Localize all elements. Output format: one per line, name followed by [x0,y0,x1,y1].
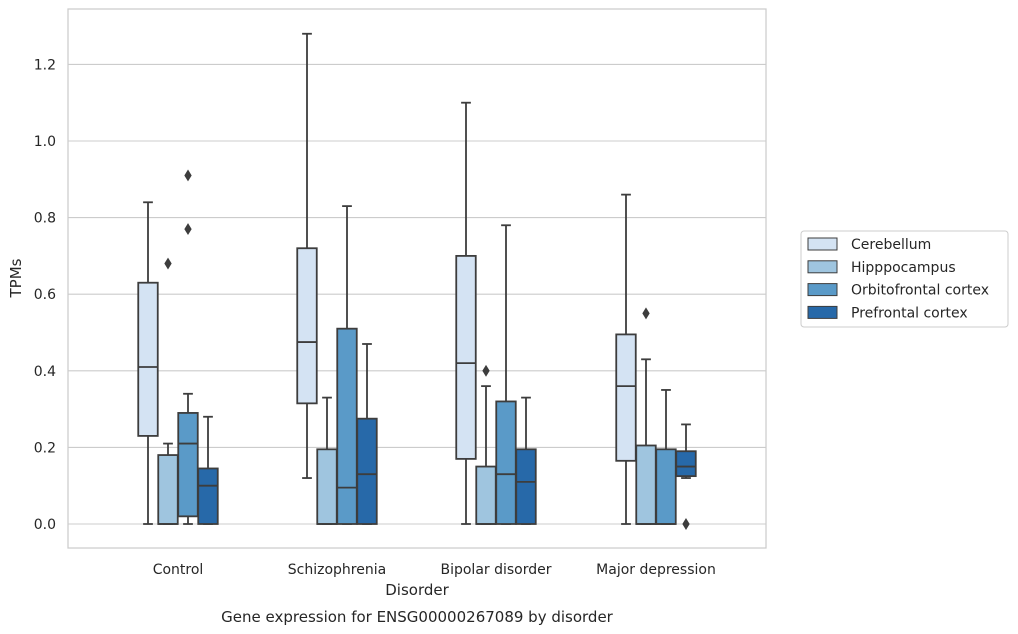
box-iqr [635,444,657,525]
box-iqr [495,400,517,525]
box-iqr [137,281,159,437]
legend-frame [800,230,1009,328]
legend-swatch [807,237,838,251]
outlier-point [184,223,192,236]
box-iqr [515,448,537,525]
box-prefrontal-cortex [675,423,697,530]
box-prefrontal-cortex [356,343,378,525]
plot-frame [67,8,767,549]
box-cerebellum [615,193,637,525]
box-iqr [675,450,697,478]
y-tick-label: 1.2 [34,57,56,73]
box-prefrontal-cortex [197,415,219,525]
box-hipppocampus [475,364,497,525]
legend-label: Cerebellum [851,237,931,253]
box-hipppocampus [157,257,179,525]
x-tick-label: Control [153,562,204,578]
y-tick-labels: 0.0 0.2 0.4 0.6 0.8 1.0 1.2 [34,57,56,533]
legend-label: Hipppocampus [851,260,956,276]
y-tick-label: 1.0 [34,134,56,150]
y-tick-label: 0.6 [34,287,56,303]
legend-swatch [807,260,838,274]
box-iqr [296,247,318,405]
legend-swatch [807,305,838,319]
box-orbitofrontal-cortex [655,389,677,525]
outlier-point [482,364,490,377]
legend: Cerebellum Hipppocampus Orbitofrontal cort… [800,230,1009,328]
x-axis-label: Disorder [385,581,449,599]
box-orbitofrontal-cortex [495,224,517,525]
box-hipppocampus [316,396,338,525]
box-iqr [356,417,378,525]
box-cerebellum [296,32,318,479]
legend-label: Orbitofrontal cortex [851,283,989,299]
y-tick-label: 0.2 [34,440,56,456]
y-tick-label: 0.0 [34,517,56,533]
box-iqr [336,327,358,525]
legend-label: Prefrontal cortex [851,305,968,321]
box-prefrontal-cortex [515,396,537,525]
boxes-layer [137,32,697,530]
box-hipppocampus [635,307,657,525]
box-orbitofrontal-cortex [336,205,358,525]
outlier-point [184,169,192,182]
y-axis-label: TPMs [7,258,25,298]
outlier-point [642,307,650,320]
x-tick-label: Schizophrenia [288,562,386,578]
box-iqr [475,465,497,525]
box-iqr [177,412,199,518]
x-tick-label: Major depression [596,562,716,578]
x-tick-labels: Control Schizophrenia Bipolar disorder Majo… [153,562,716,578]
outlier-point [682,518,690,530]
y-tick-label: 0.4 [34,364,56,380]
x-tick-label: Bipolar disorder [440,562,551,578]
box-orbitofrontal-cortex [177,169,199,525]
box-iqr [615,333,637,462]
box-iqr [655,448,677,525]
chart-caption: Gene expression for ENSG00000267089 by d… [221,608,614,626]
box-cerebellum [455,101,477,525]
y-tick-label: 0.8 [34,211,56,227]
box-iqr [316,448,338,525]
outlier-point [164,257,172,270]
box-iqr [157,454,179,525]
box-cerebellum [137,201,159,525]
box-iqr [197,467,219,525]
legend-swatch [807,283,838,297]
box-iqr [455,254,477,460]
